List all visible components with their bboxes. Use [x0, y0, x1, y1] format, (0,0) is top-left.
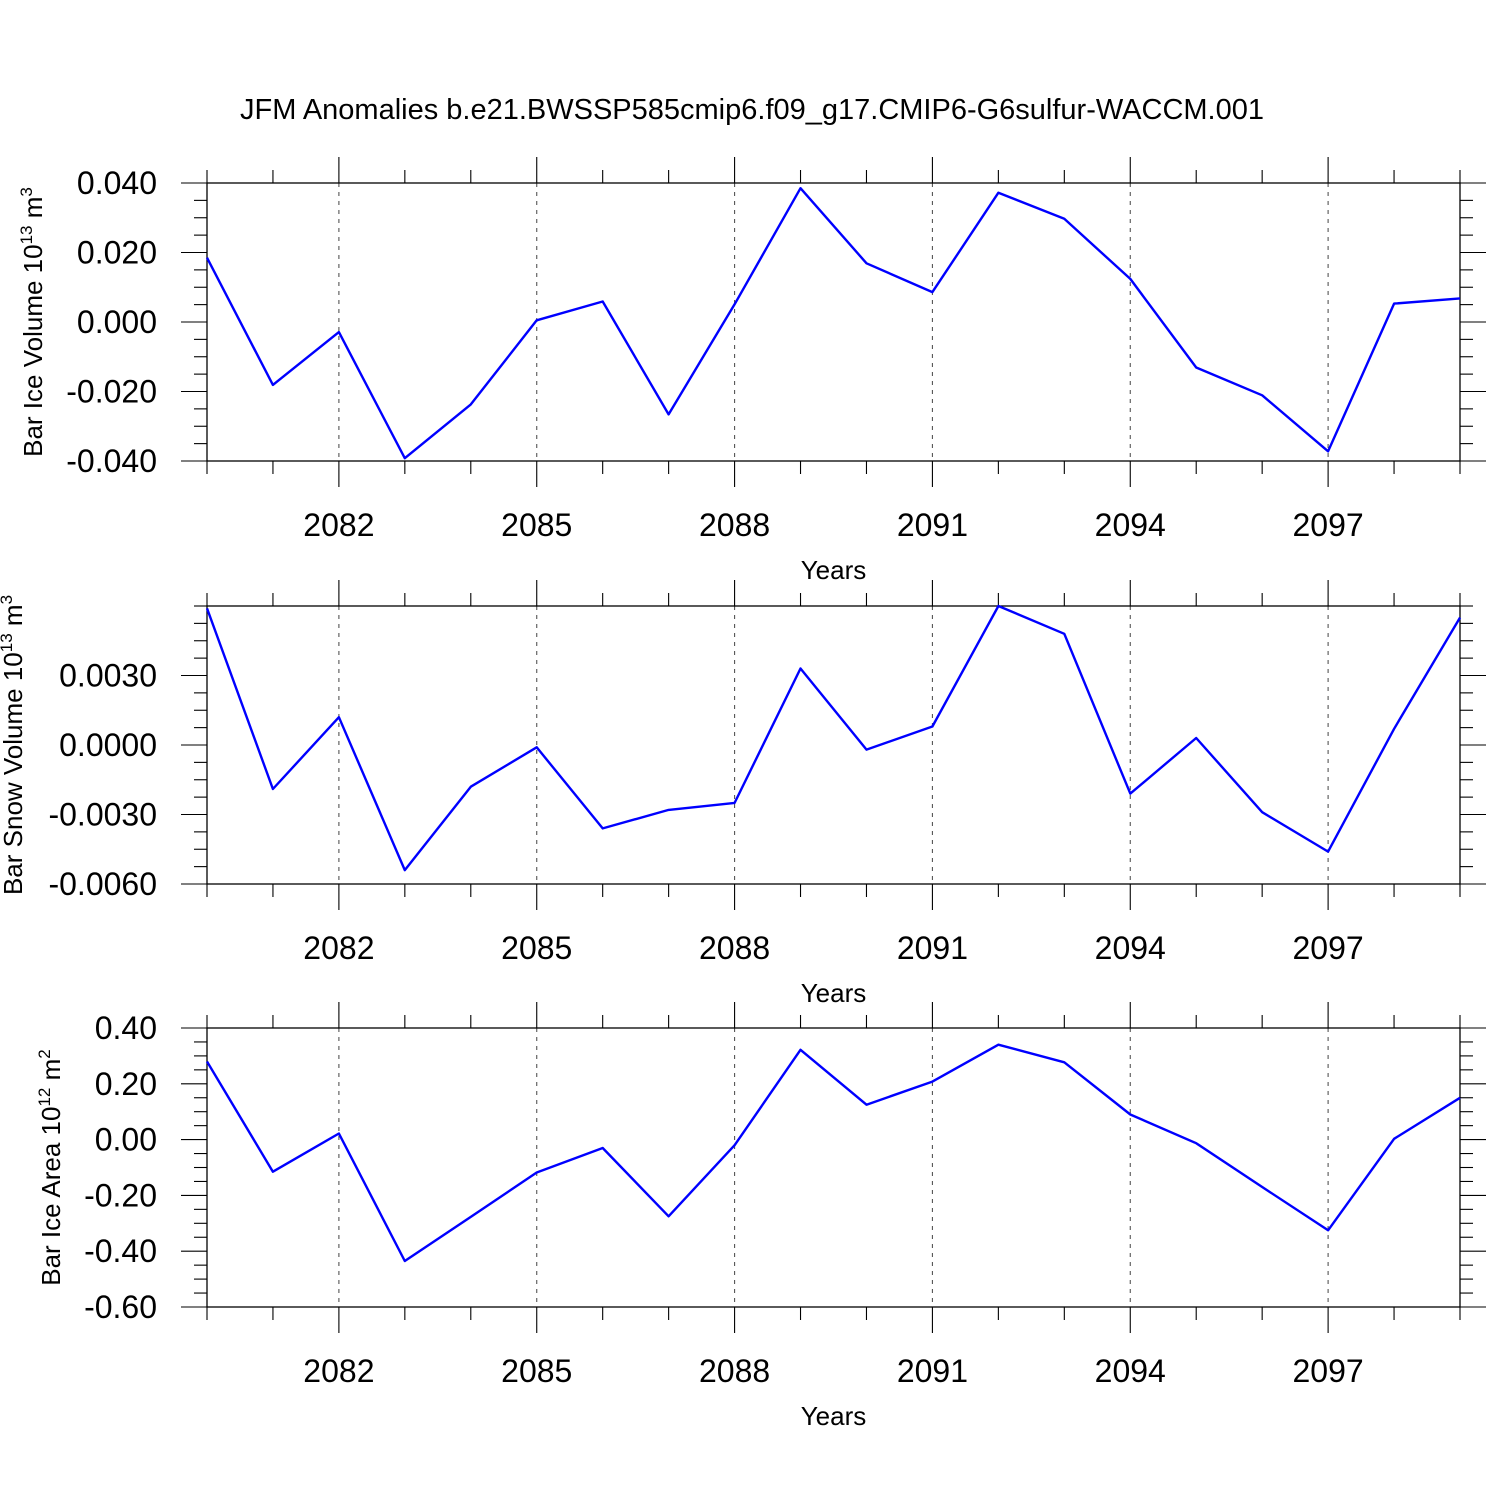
x-axis-title: Years [801, 978, 867, 1008]
y-tick-label: 0.40 [95, 1010, 157, 1046]
panel-2: 2082 2085 2088 2091 2094 2097 Years 0.0030 0.000… [0, 580, 1486, 1008]
y-tick-label: 0.020 [77, 235, 157, 271]
x-tick-label: 2094 [1095, 507, 1166, 543]
y-tick-label: -0.20 [84, 1177, 157, 1213]
x-tick-label: 2094 [1095, 1353, 1166, 1389]
chart-panels: 2082 2085 2088 2091 2094 2097 Years 0.040 0.020 0… [0, 157, 1486, 1431]
y-tick-label: -0.40 [84, 1233, 157, 1269]
x-tick-label: 2091 [897, 1353, 968, 1389]
x-tick-label: 2085 [501, 1353, 572, 1389]
y-axis-title: Bar Ice Volume 1013 m3 [17, 187, 48, 457]
x-tick-label: 2097 [1293, 507, 1364, 543]
y-tick-label: -0.0030 [48, 797, 157, 833]
y-axis-title: Bar Snow Volume 1013 m3 [0, 595, 28, 895]
y-tick-label: 0.040 [77, 165, 157, 201]
y-tick-label: 0.0030 [59, 658, 157, 694]
x-tick-label: 2091 [897, 507, 968, 543]
y-tick-label: 0.20 [95, 1066, 157, 1102]
x-tick-label: 2097 [1293, 1353, 1364, 1389]
x-tick-label: 2082 [303, 507, 374, 543]
x-tick-label: 2088 [699, 507, 770, 543]
series-line [205, 1043, 1461, 1263]
x-tick-label: 2097 [1293, 930, 1364, 966]
y-tick-label: -0.60 [84, 1289, 157, 1325]
x-tick-label: 2094 [1095, 930, 1166, 966]
x-tick-label: 2085 [501, 507, 572, 543]
x-tick-label: 2088 [699, 1353, 770, 1389]
y-axis-title: Bar Ice Area 1012 m2 [35, 1049, 66, 1286]
x-tick-label: 2082 [303, 930, 374, 966]
x-tick-label: 2082 [303, 1353, 374, 1389]
series-line [205, 604, 1462, 872]
panel-1: 2082 2085 2088 2091 2094 2097 Years 0.040 0.020 0… [17, 157, 1486, 585]
y-tick-label: -0.020 [66, 374, 157, 410]
plot-frame [206, 1027, 1461, 1308]
x-axis-title: Years [801, 555, 867, 585]
figure-title: JFM Anomalies b.e21.BWSSP585cmip6.f09_g1… [240, 94, 1264, 126]
y-tick-label: 0.000 [77, 304, 157, 340]
x-tick-label: 2091 [897, 930, 968, 966]
panel-3: 2082 2085 2088 2091 2094 2097 Years 0.40 0.20 0.0… [35, 1002, 1486, 1431]
plot-frame [206, 605, 1461, 885]
y-tick-label: -0.0060 [48, 866, 157, 902]
x-axis-title: Years [801, 1401, 867, 1431]
y-tick-label: -0.040 [66, 443, 157, 479]
y-tick-label: 0.00 [95, 1122, 157, 1158]
x-tick-label: 2088 [699, 930, 770, 966]
y-tick-label: 0.0000 [59, 727, 157, 763]
series-line [205, 186, 1461, 460]
x-tick-label: 2085 [501, 930, 572, 966]
